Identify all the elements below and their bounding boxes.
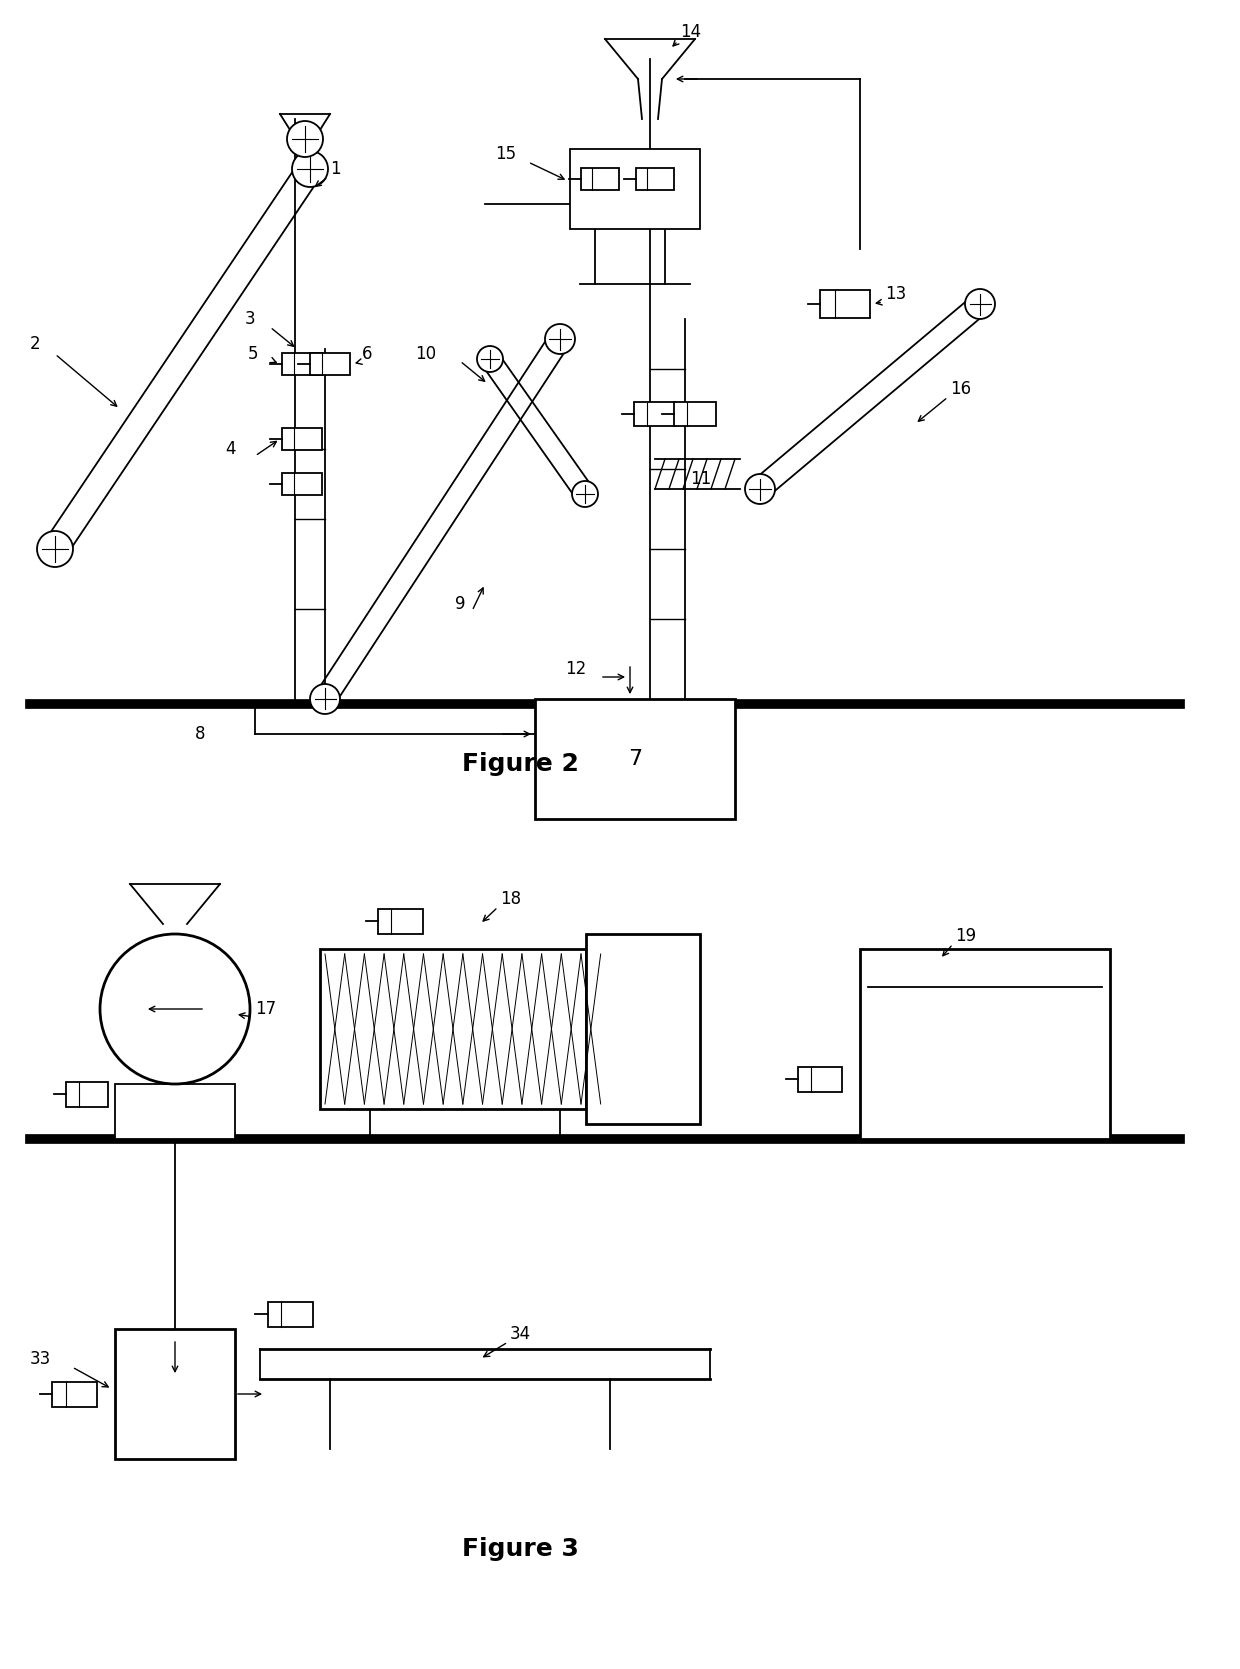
Bar xyxy=(534,699,735,819)
Circle shape xyxy=(477,345,503,372)
Text: 1: 1 xyxy=(330,160,341,179)
Text: Figure 3: Figure 3 xyxy=(461,1537,578,1561)
Text: 6: 6 xyxy=(362,345,372,362)
Text: 16: 16 xyxy=(950,381,971,397)
Bar xyxy=(587,935,701,1123)
Circle shape xyxy=(965,289,994,319)
Circle shape xyxy=(291,150,329,187)
Circle shape xyxy=(286,120,322,157)
Circle shape xyxy=(546,324,575,354)
Text: Figure 2: Figure 2 xyxy=(461,753,578,776)
Text: 5: 5 xyxy=(248,345,258,362)
Text: 17: 17 xyxy=(255,1000,277,1018)
Text: 2: 2 xyxy=(30,335,41,354)
Bar xyxy=(582,169,619,190)
Text: 14: 14 xyxy=(680,23,701,42)
Bar xyxy=(797,1066,842,1092)
Bar xyxy=(570,149,701,229)
Circle shape xyxy=(100,935,250,1083)
Text: 19: 19 xyxy=(955,926,976,945)
Bar xyxy=(66,1082,108,1107)
Text: 3: 3 xyxy=(246,310,255,329)
Bar xyxy=(281,472,322,496)
Text: 9: 9 xyxy=(455,596,465,613)
Text: 7: 7 xyxy=(627,749,642,769)
Bar xyxy=(268,1302,312,1327)
Text: 11: 11 xyxy=(689,471,712,487)
Bar xyxy=(320,950,587,1108)
Bar xyxy=(636,169,675,190)
Bar xyxy=(281,427,322,451)
Text: 8: 8 xyxy=(195,724,206,743)
Text: 34: 34 xyxy=(510,1325,531,1344)
Circle shape xyxy=(310,684,340,714)
Bar xyxy=(675,402,715,426)
Text: 4: 4 xyxy=(224,441,236,457)
Bar xyxy=(820,290,870,319)
Text: 10: 10 xyxy=(415,345,436,362)
Circle shape xyxy=(745,474,775,504)
Bar xyxy=(52,1382,98,1407)
Text: 18: 18 xyxy=(500,890,521,908)
Bar xyxy=(634,402,676,426)
Bar xyxy=(281,354,322,376)
Text: 33: 33 xyxy=(30,1350,51,1369)
Bar xyxy=(115,1329,236,1459)
Bar xyxy=(115,1083,236,1138)
Text: 12: 12 xyxy=(565,659,587,678)
Bar xyxy=(861,950,1110,1138)
Circle shape xyxy=(37,531,73,567)
Bar xyxy=(310,354,350,376)
Text: 13: 13 xyxy=(885,285,906,304)
Bar xyxy=(377,908,423,933)
Text: 15: 15 xyxy=(495,145,516,164)
Circle shape xyxy=(572,481,598,507)
